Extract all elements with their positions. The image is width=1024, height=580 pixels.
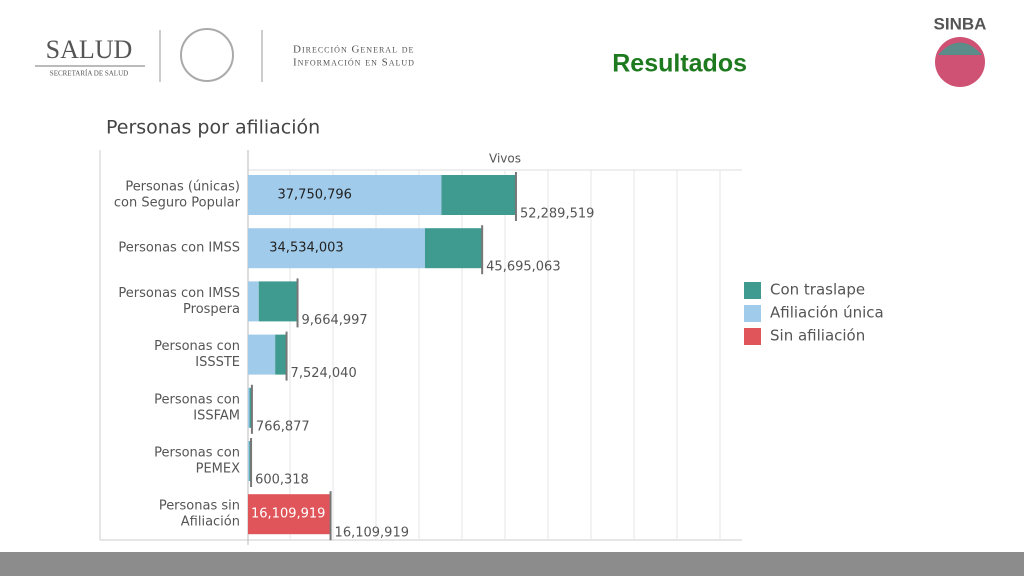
total-label: 600,318	[255, 473, 309, 488]
bar-segment	[248, 441, 250, 481]
category-label: ISSFAM	[193, 408, 240, 423]
bar-segment	[258, 281, 298, 322]
legend-label: Sin afiliación	[770, 327, 865, 345]
legend-label: Con traslape	[770, 281, 865, 299]
value-label: 37,750,796	[278, 188, 352, 203]
bar-segment	[424, 228, 483, 269]
total-label: 45,695,063	[486, 260, 560, 275]
department: Información en Salud	[293, 57, 415, 69]
brand: SINBA	[934, 14, 987, 33]
category-label: Personas con	[154, 446, 240, 461]
slide-title: Resultados	[612, 50, 747, 78]
total-label: 16,109,919	[335, 526, 409, 541]
bar-segment	[441, 175, 516, 215]
category-label: con Seguro Popular	[114, 196, 241, 211]
total-label: 9,664,997	[302, 313, 368, 328]
legend-label: Afiliación única	[770, 304, 884, 322]
total-label: 7,524,040	[291, 366, 357, 381]
footer-bar	[0, 552, 1024, 576]
category-label: PEMEX	[196, 462, 240, 477]
legend-swatch	[744, 282, 761, 299]
bar-segment	[275, 334, 287, 375]
category-label: Personas sin	[159, 499, 240, 514]
logo-subtitle: SECRETARÍA DE SALUD	[50, 70, 128, 78]
bar-segment	[248, 281, 259, 322]
bar-segment	[248, 494, 331, 535]
bar-segment	[248, 228, 425, 269]
category-label: Prospera	[183, 302, 240, 317]
category-label: ISSSTE	[195, 355, 240, 370]
column-header: Vivos	[489, 152, 521, 166]
category-label: Personas con	[154, 392, 240, 407]
total-label: 766,877	[256, 419, 310, 434]
category-label: Afiliación	[181, 515, 240, 530]
category-label: Personas con IMSS	[118, 241, 240, 256]
legend-swatch	[744, 328, 761, 345]
value-label: 34,534,003	[269, 241, 343, 256]
department: Dirección General de	[293, 44, 414, 56]
total-label: 52,289,519	[520, 207, 594, 222]
legend-swatch	[744, 305, 761, 322]
logo: SALUD	[46, 35, 133, 64]
category-label: Personas (únicas)	[125, 180, 240, 195]
bar-segment	[248, 387, 250, 428]
brand-globe	[938, 42, 982, 55]
category-label: Personas con IMSS	[118, 286, 240, 301]
bar-segment	[248, 334, 276, 375]
value-label: 16,109,919	[251, 507, 325, 522]
bar-segment	[248, 175, 442, 215]
category-label: Personas con	[154, 339, 240, 354]
chart-title: Personas por afiliación	[106, 117, 320, 139]
seal	[180, 28, 234, 82]
bar-segment	[249, 387, 252, 428]
